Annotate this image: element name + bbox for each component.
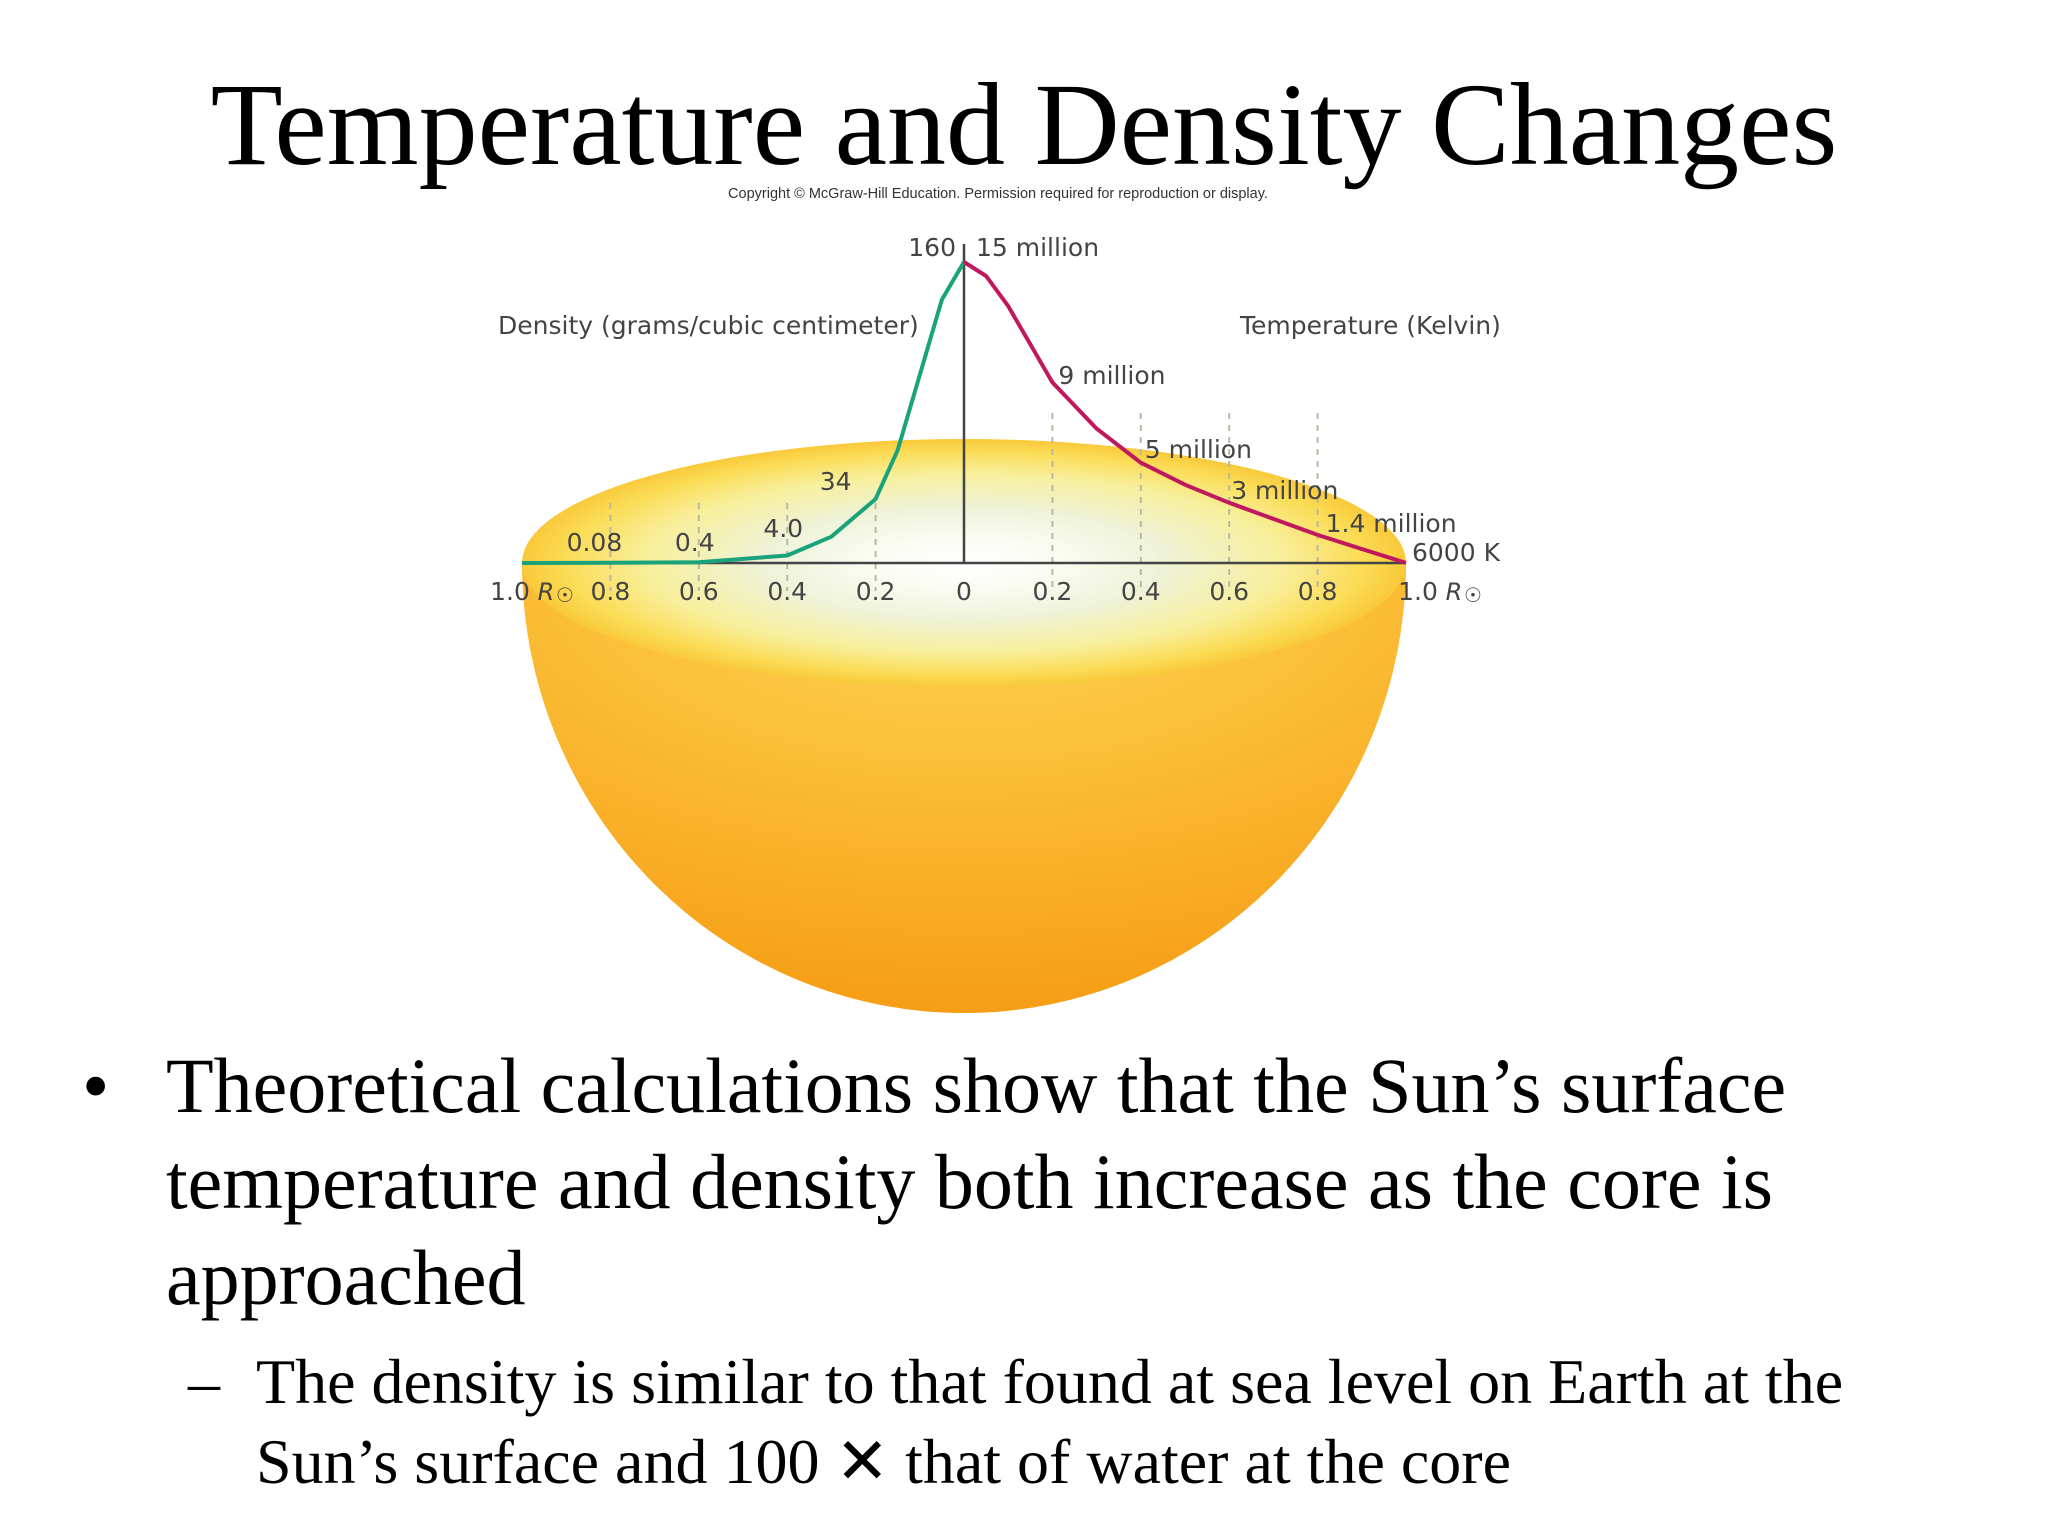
sub-bullet-item: The density is similar to that found at … [256,1346,1844,1497]
temperature-value-label: 9 million [1058,361,1165,390]
bullet-item: Theoretical calculations show that the S… [166,1042,1787,1321]
temperature-curve [962,260,1407,565]
temperature-value-label: 1.4 million [1326,509,1457,538]
density-value-label: 4.0 [763,514,803,543]
sub-bullet-marker: – [188,1346,220,1417]
temperature-value-label: 6000 K [1412,538,1501,567]
sun-hemisphere [522,563,1406,1013]
x-tick-label: 0.6 [679,577,719,606]
slide-title: Temperature and Density Changes [210,59,1838,190]
x-tick-label: 1.0 [490,577,530,606]
sun-symbol: ☉ [556,583,574,607]
copyright-notice: Copyright © McGraw-Hill Education. Permi… [728,186,1268,202]
density-axis-label: Density (grams/cubic centimeter) [498,311,919,340]
density-curve [521,260,966,565]
x-tick-label: 0.2 [856,577,896,606]
density-value-label: 34 [820,467,852,496]
density-value-label: 160 [908,233,956,262]
x-tick-label: 0.4 [767,577,807,606]
temperature-value-label: 3 million [1231,476,1338,505]
x-tick-label: 0.4 [1121,577,1161,606]
x-tick-label: 0.2 [1033,577,1073,606]
x-tick-label: 0.8 [591,577,631,606]
x-tick-label: 1.0 [1398,577,1438,606]
temperature-axis-label: Temperature (Kelvin) [1239,311,1501,340]
temperature-value-label: 5 million [1145,435,1252,464]
density-value-label: 0.08 [567,528,623,557]
radius-unit-label: R [538,578,555,606]
radius-unit-label: R [1446,578,1463,606]
x-tick-label: 0 [956,577,972,606]
x-tick-label: 0.8 [1298,577,1338,606]
temperature-value-label: 15 million [976,233,1099,262]
radius-tick-labels: 1.0 0.8 0.6 0.4 0.2 0 0.2 0.4 0.6 0.8 1.0R ☉ R ☉ [490,577,1482,607]
curve-value-labels: 0.08 0.4 4.0 34 160 15 million 9 million 5 mill… [567,233,1501,567]
density-value-label: 0.4 [675,528,715,557]
bullet-marker: • [82,1042,110,1129]
x-tick-label: 0.6 [1209,577,1249,606]
sun-symbol: ☉ [1464,583,1482,607]
